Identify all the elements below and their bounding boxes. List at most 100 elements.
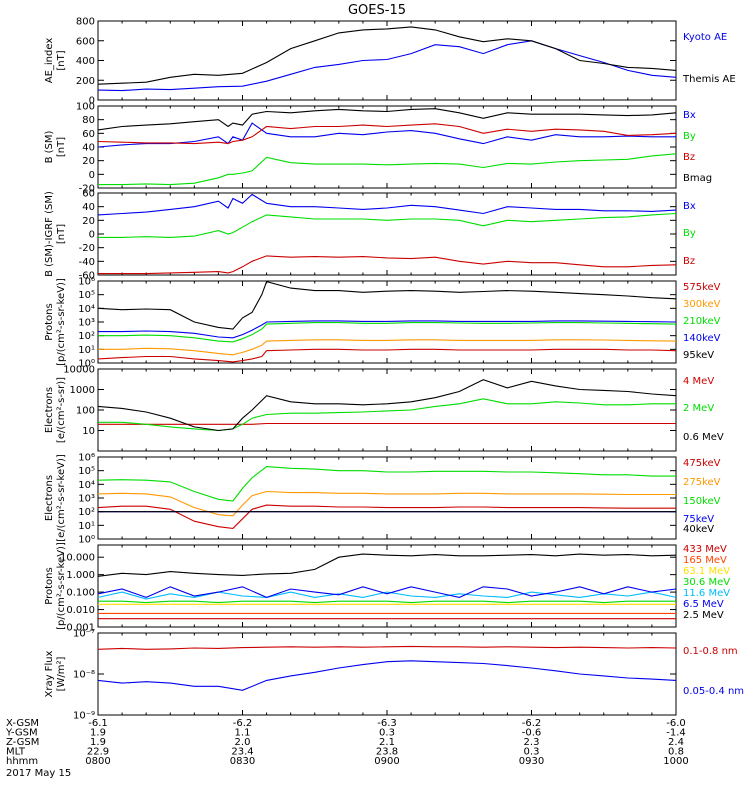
- footer-value: 0.3: [379, 728, 395, 739]
- series-group: [98, 645, 676, 691]
- panel-frame: [97, 368, 677, 452]
- y-tick-label: 10⁵: [78, 290, 95, 301]
- series-line-bz: [98, 255, 676, 275]
- y-tick-label: 0: [89, 230, 95, 241]
- footer-value: 0800: [85, 756, 110, 767]
- y-axis-label: [p/(cm²-s-sr-keV)]: [56, 278, 67, 366]
- series-group: [98, 553, 676, 620]
- footer-value: 23.4: [231, 747, 253, 758]
- footer-value: 2.1: [379, 737, 395, 748]
- panel-frame: [97, 280, 677, 364]
- legend-entry: 0.1-0.8 nm: [683, 646, 738, 657]
- y-tick-label: 600: [76, 36, 95, 47]
- y-axis-label: AE_index: [44, 38, 55, 84]
- y-tick-label: 10: [82, 426, 95, 437]
- y-tick-label: 10⁶: [78, 277, 95, 288]
- footer-value: 0.8: [668, 747, 684, 758]
- date-label: 2017 May 15: [6, 768, 71, 779]
- legend-entry: 0.05-0.4 nm: [683, 686, 744, 697]
- legend-entry: Bz: [683, 256, 695, 267]
- footer-value: -6.1: [88, 718, 108, 729]
- y-axis-label: Electrons: [44, 387, 55, 433]
- legend-entry: By: [683, 131, 696, 142]
- series-line-bx: [98, 193, 676, 216]
- panel-3: -60 -40 -20 0 20 40 60 B (SM)-IGRF (SM) [nT] Bx By…: [44, 189, 696, 282]
- panel-6: 10⁰ 10¹ 10² 10³ 10⁴ 10⁵ 10⁶ Electrons [e/(cm²-s-…: [44, 453, 721, 546]
- legend-entry: Bz: [683, 152, 695, 163]
- legend-entry: 30.6 MeV: [683, 577, 730, 588]
- legend-entry: 95keV: [683, 350, 714, 361]
- footer-row-label: hhmm: [6, 756, 38, 767]
- footer-value: 0930: [519, 756, 544, 767]
- footer-value: 2.3: [524, 737, 540, 748]
- y-axis-label: B (SM): [44, 130, 55, 163]
- y-tick-label: 60: [82, 189, 95, 200]
- footer-row-label: Z-GSM: [6, 737, 39, 748]
- y-tick-label: 10⁻⁹: [73, 711, 95, 722]
- series-line-by: [98, 153, 676, 186]
- y-tick-label: 10⁶: [78, 453, 95, 464]
- footer-value: -6.2: [233, 718, 253, 729]
- series-line-bmag: [98, 108, 676, 131]
- y-tick-label: 10¹: [78, 345, 95, 356]
- y-tick-label: 10⁰: [78, 535, 95, 546]
- y-tick-label: 0.100: [66, 588, 95, 599]
- y-tick-label: 10⁵: [78, 466, 95, 477]
- panel-frame: [97, 192, 677, 276]
- legend-entry: 6.5 MeV: [683, 599, 724, 610]
- legend-entry: 0.6 MeV: [683, 432, 724, 443]
- panel-frame: [97, 456, 677, 540]
- y-tick-label: 80: [82, 115, 95, 126]
- y-tick-label: 60: [82, 129, 95, 140]
- series-line-30-6-mev: [98, 600, 676, 604]
- footer-value: 23.8: [376, 747, 398, 758]
- legend-entry: 63.1 MeV: [683, 566, 730, 577]
- y-tick-label: 10⁰: [78, 359, 95, 370]
- series-line-140kev: [98, 320, 676, 339]
- series-line-2-mev: [98, 398, 676, 432]
- y-axis-label: Xray Flux: [44, 650, 55, 697]
- footer-value: 0900: [374, 756, 399, 767]
- footer-value: 1000: [663, 756, 688, 767]
- series-group: [98, 466, 676, 529]
- y-tick-label: 40: [82, 202, 95, 213]
- y-tick-label: 10²: [78, 331, 95, 342]
- y-tick-label: 20: [82, 216, 95, 227]
- series-group: [98, 379, 676, 432]
- y-tick-label: -40: [79, 257, 95, 268]
- panel-4: 10⁰ 10¹ 10² 10³ 10⁴ 10⁵ 10⁶ Protons [p/(cm²-s-sr…: [44, 277, 721, 370]
- series-group: [98, 193, 676, 275]
- footer-value: 1.9: [90, 737, 106, 748]
- footer-value: -6.2: [522, 718, 542, 729]
- series-line-95kev: [98, 281, 676, 330]
- y-axis-label: Electrons: [44, 475, 55, 521]
- series-line-kyoto-ae: [98, 40, 676, 92]
- y-tick-label: 0: [89, 96, 95, 107]
- panel-2: -20 0 20 40 60 80 100 B (SM) [nT] Bx By Bz Bmag: [44, 102, 712, 195]
- legend-entry: 11.6 MeV: [683, 588, 730, 599]
- legend-entry: 2.5 MeV: [683, 610, 724, 621]
- footer-value: 2.0: [235, 737, 251, 748]
- legend-entry: By: [683, 228, 696, 239]
- footer-value: 0.3: [524, 747, 540, 758]
- orbit-footer: X-GSM -6.1 -6.2 -6.3 -6.2 -6.0 Y-GSM 1.9 1.1 0.3 -…: [5, 718, 689, 767]
- panel-8: 10⁻⁹ 10⁻⁸ 10⁻⁷ Xray Flux [W/m²] 0.1-0.8 nm 0.0…: [44, 629, 744, 722]
- series-line-by: [98, 212, 676, 238]
- series-line-150kev: [98, 466, 676, 502]
- y-tick-label: 10⁻⁸: [73, 670, 95, 681]
- y-axis-label: [nT]: [56, 137, 67, 157]
- legend-entry: 433 MeV: [683, 544, 727, 555]
- legend-entry: 210keV: [683, 316, 721, 327]
- y-tick-label: 800: [76, 17, 95, 28]
- legend-entry: 575keV: [683, 282, 721, 293]
- y-tick-label: -20: [79, 243, 95, 254]
- legend-entry: 300keV: [683, 299, 721, 310]
- footer-value: 22.9: [87, 747, 109, 758]
- y-axis-label: [nT]: [56, 224, 67, 244]
- y-axis-label: [W/m²]: [56, 656, 67, 691]
- y-tick-label: 0.010: [66, 605, 95, 616]
- footer-row-label: MLT: [6, 747, 26, 758]
- legend-entry: 4 MeV: [683, 376, 714, 387]
